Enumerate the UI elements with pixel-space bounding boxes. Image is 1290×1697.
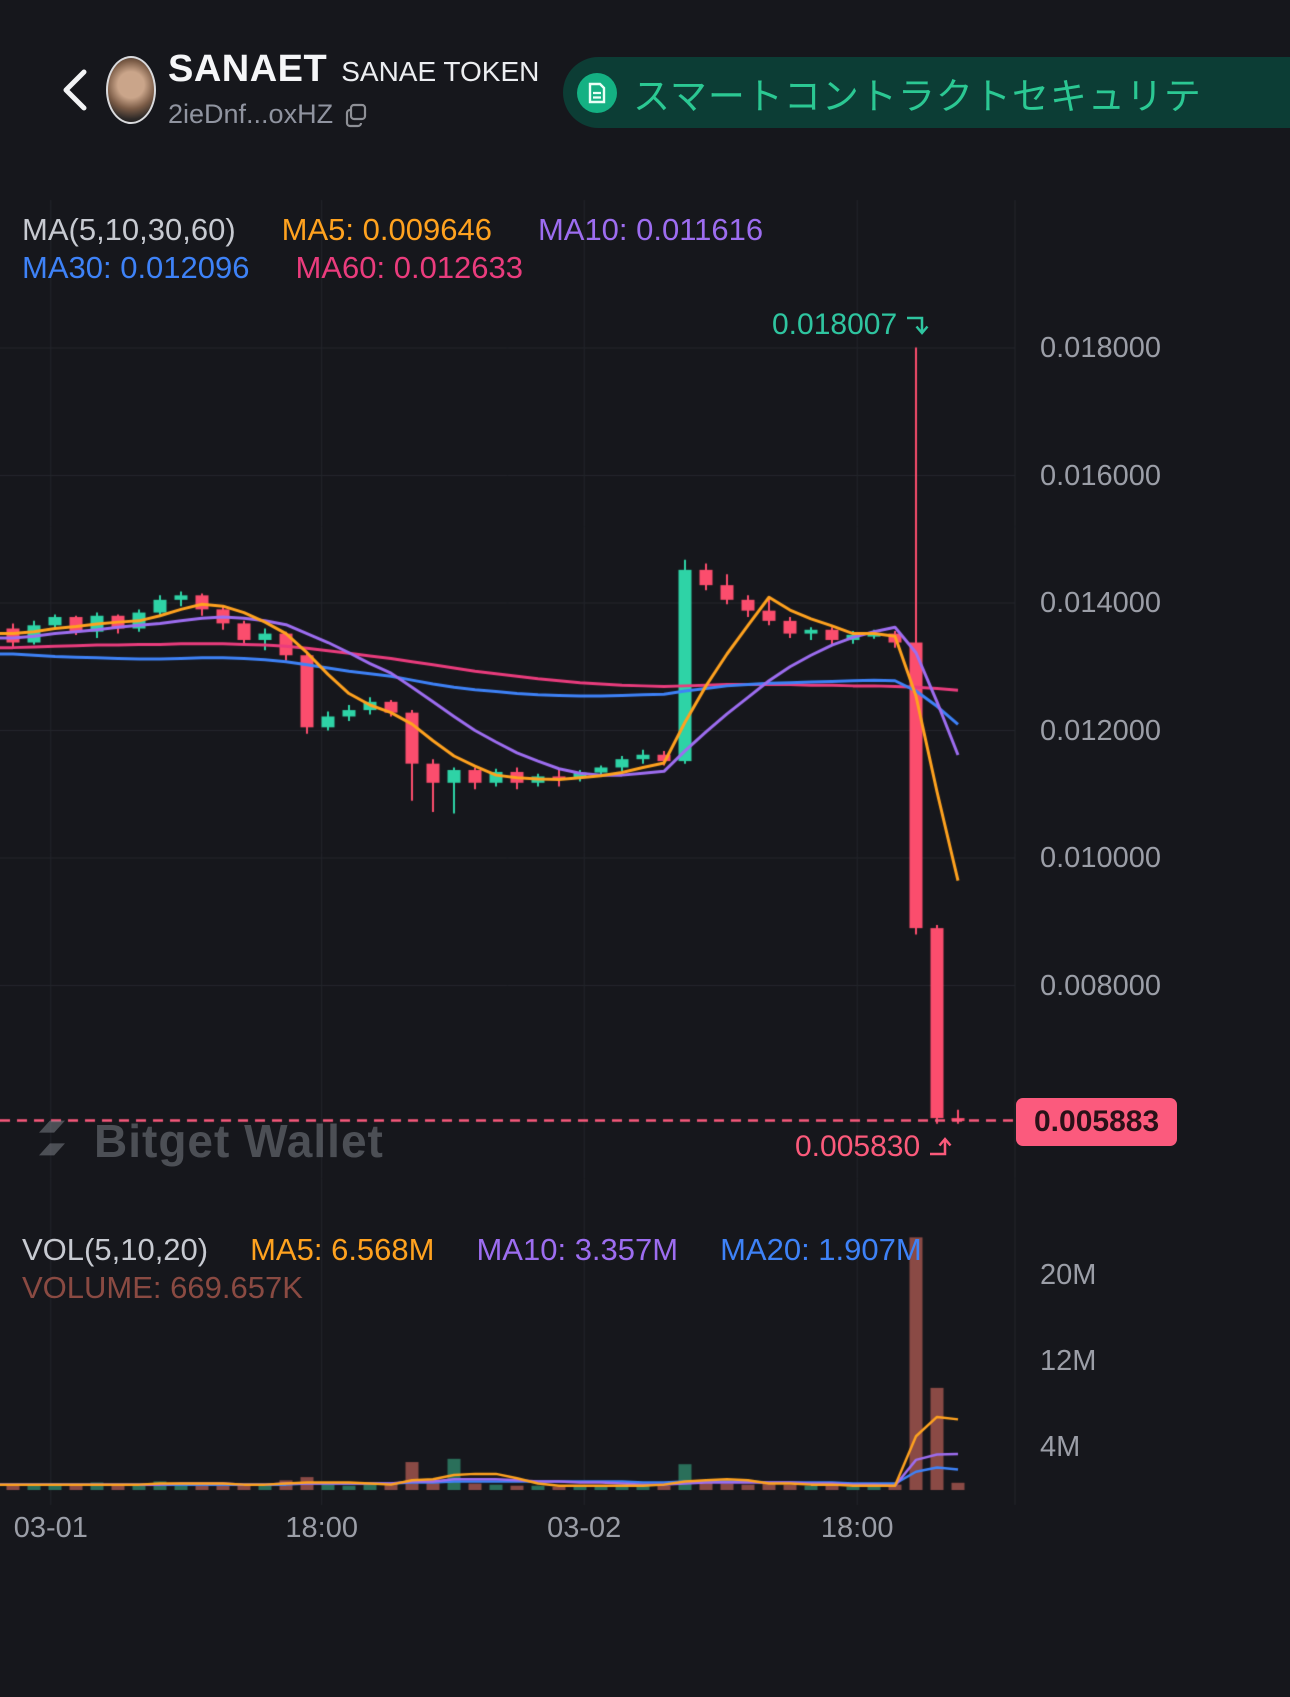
bitget-wallet-logo-icon xyxy=(26,1112,78,1169)
current-price-badge: 0.005883 xyxy=(1016,1098,1178,1146)
vol-ma5-value: MA5: 6.568M xyxy=(250,1232,435,1267)
vol-settings-label: VOL(5,10,20) xyxy=(22,1232,209,1267)
price-ma-legend-row1: MA(5,10,30,60) MA5: 0.009646 MA10: 0.011… xyxy=(22,212,763,248)
token-symbol: SANAET xyxy=(168,48,328,90)
time-axis-tick: 18:00 xyxy=(285,1512,358,1544)
vol-axis-tick: 12M xyxy=(1040,1345,1097,1377)
time-axis-tick: 03-01 xyxy=(13,1512,88,1544)
corner-arrow-up-icon xyxy=(926,1132,956,1162)
price-axis-tick: 0.016000 xyxy=(1040,459,1161,492)
vol-axis-tick: 20M xyxy=(1040,1259,1097,1291)
watermark-text: Bitget Wallet xyxy=(94,1114,384,1167)
volume-current-value: VOLUME: 669.657K xyxy=(22,1270,303,1305)
vol-ma10-value: MA10: 3.357M xyxy=(476,1232,679,1267)
price-axis-tick: 0.014000 xyxy=(1040,587,1161,619)
price-axis-tick: 0.018000 xyxy=(1040,332,1161,364)
low-price-label: 0.005830 xyxy=(795,1130,921,1163)
price-axis-tick: 0.010000 xyxy=(1040,842,1161,874)
ma30-value: MA30: 0.012096 xyxy=(22,250,250,285)
high-price-annotation: 0.018007 xyxy=(772,308,933,342)
ma60-value: MA60: 0.012633 xyxy=(295,250,524,285)
ma-settings-label: MA(5,10,30,60) xyxy=(22,212,236,247)
copy-icon[interactable] xyxy=(343,102,369,128)
low-price-annotation: 0.005830 xyxy=(795,1130,956,1164)
security-banner-text: スマートコントラクトセキュリテ xyxy=(633,75,1202,117)
contract-audit-icon xyxy=(575,71,619,115)
high-price-label: 0.018007 xyxy=(772,308,898,341)
price-ma-legend-row2: MA30: 0.012096 MA60: 0.012633 xyxy=(22,250,523,286)
price-axis-tick: 0.012000 xyxy=(1040,714,1161,747)
back-button[interactable] xyxy=(52,64,100,116)
header: SANAET SANAE TOKEN 2ieDnf...oxHZ スマートコント… xyxy=(0,0,1290,150)
token-address[interactable]: 2ieDnf...oxHZ xyxy=(168,99,334,129)
ma5-value: MA5: 0.009646 xyxy=(281,212,492,247)
vol-axis-tick: 4M xyxy=(1040,1431,1081,1463)
ma10-value: MA10: 0.011616 xyxy=(537,212,764,247)
token-avatar xyxy=(106,56,156,124)
time-axis-tick: 03-02 xyxy=(547,1512,622,1544)
volume-current-row: VOLUME: 669.657K xyxy=(22,1270,303,1306)
volume-ma-legend-row: VOL(5,10,20) MA5: 6.568M MA10: 3.357M MA… xyxy=(22,1232,922,1268)
security-banner[interactable]: スマートコントラクトセキュリテ xyxy=(563,57,1290,128)
vol-ma20-value: MA20: 1.907M xyxy=(720,1232,922,1267)
corner-arrow-down-icon xyxy=(903,310,933,340)
token-title-block: SANAET SANAE TOKEN 2ieDnf...oxHZ xyxy=(168,48,539,130)
token-name: SANAE TOKEN xyxy=(341,56,540,87)
watermark: Bitget Wallet xyxy=(26,1112,384,1169)
price-axis-tick: 0.008000 xyxy=(1040,969,1161,1002)
time-axis-tick: 18:00 xyxy=(820,1512,894,1544)
